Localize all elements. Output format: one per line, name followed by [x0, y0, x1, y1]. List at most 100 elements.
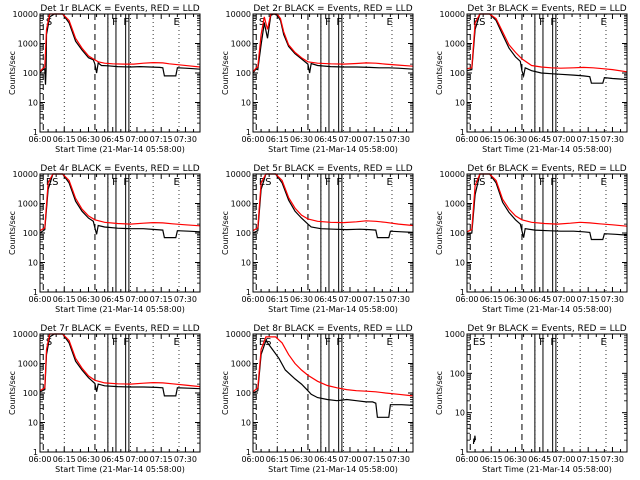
x-axis-label: Start Time (21-Mar-14 05:58:00) [268, 305, 398, 314]
x-tick-label: 07:30 [387, 295, 410, 304]
x-tick-label: 06:45 [528, 295, 551, 304]
x-tick-label: 06:15 [266, 135, 289, 144]
marker-label: F [123, 17, 129, 28]
x-tick-label: 07:00 [552, 295, 575, 304]
x-axis-label: Start Time (21-Mar-14 05:58:00) [482, 305, 612, 314]
y-axis-label: Counts/sec [435, 211, 444, 255]
y-tick-label: 1 [460, 448, 465, 457]
panel-title: Det 8r BLACK = Events, RED = LLD [253, 324, 412, 334]
y-tick-label: 10000 [226, 10, 251, 19]
y-tick-label: 1 [246, 288, 251, 297]
x-tick-label: 06:15 [480, 455, 503, 464]
x-axis-label: Start Time (21-Mar-14 05:58:00) [55, 145, 185, 154]
y-axis-label: Counts/sec [435, 371, 444, 415]
marker-label: F [550, 177, 556, 188]
x-tick-label: 07:15 [577, 135, 600, 144]
x-tick-label: 07:00 [552, 455, 575, 464]
marker-label: F [325, 177, 331, 188]
lld-rate-line [252, 336, 414, 397]
x-tick-label: 06:30 [504, 295, 527, 304]
events-rate-line [472, 435, 476, 445]
x-tick-label: 07:15 [150, 135, 173, 144]
y-tick-label: 100 [450, 369, 465, 378]
x-tick-label: 07:30 [174, 135, 197, 144]
x-tick-label: 07:00 [552, 135, 575, 144]
x-tick-label: 06:15 [53, 135, 76, 144]
marker-label: F [123, 177, 129, 188]
y-tick-label: 1 [33, 448, 38, 457]
plot-frame [39, 173, 201, 293]
marker-label: E [174, 177, 180, 188]
x-tick-label: 07:00 [125, 455, 148, 464]
x-tick-label: 06:00 [241, 295, 264, 304]
y-tick-label: 10 [28, 99, 38, 108]
marker-label: F [123, 337, 129, 348]
panel-det-5: Det 5r BLACK = Events, RED = LLD ES F F E 1 10… [221, 164, 414, 314]
marker-label: F [539, 337, 545, 348]
marker-label: E [387, 337, 393, 348]
plot-frame [39, 333, 201, 453]
y-tick-label: 1 [460, 288, 465, 297]
y-tick-label: 10000 [13, 10, 38, 19]
x-tick-label: 07:00 [338, 135, 361, 144]
panel-title: Det 5r BLACK = Events, RED = LLD [253, 164, 412, 174]
x-tick-label: 06:15 [53, 295, 76, 304]
x-tick-label: 07:15 [363, 135, 386, 144]
x-tick-label: 06:30 [504, 455, 527, 464]
y-axis-label: Counts/sec [435, 51, 444, 95]
y-tick-label: 10000 [440, 170, 465, 179]
y-tick-label: 10 [28, 259, 38, 268]
x-tick-label: 07:00 [125, 295, 148, 304]
y-tick-label: 1000 [445, 330, 465, 339]
x-tick-label: 06:45 [314, 135, 337, 144]
x-tick-label: 06:45 [101, 295, 124, 304]
x-tick-label: 07:30 [174, 295, 197, 304]
panel-title: Det 9r BLACK = Events, RED = LLD [467, 324, 626, 334]
plot-frame [252, 333, 414, 453]
y-tick-label: 10 [28, 419, 38, 428]
y-tick-label: 1000 [231, 200, 251, 209]
y-tick-label: 1000 [231, 360, 251, 369]
x-axis-label: Start Time (21-Mar-14 05:58:00) [55, 465, 185, 474]
x-tick-label: 06:00 [241, 455, 264, 464]
marker-label: F [112, 177, 118, 188]
panel-title: Det 7r BLACK = Events, RED = LLD [40, 324, 199, 334]
y-tick-label: 1000 [18, 40, 38, 49]
y-tick-label: 10000 [13, 170, 38, 179]
x-tick-label: 06:30 [504, 135, 527, 144]
y-tick-label: 100 [23, 229, 38, 238]
x-tick-label: 06:45 [314, 295, 337, 304]
events-rate-line [39, 13, 201, 85]
x-tick-label: 07:30 [601, 295, 624, 304]
marker-label: E [174, 337, 180, 348]
y-tick-label: 1000 [445, 40, 465, 49]
x-tick-label: 06:00 [455, 135, 478, 144]
panel-det-3: Det 3r BLACK = Events, RED = LLD ES F F E 1 10… [435, 4, 628, 154]
y-tick-label: 10 [241, 99, 251, 108]
x-tick-label: 06:00 [28, 295, 51, 304]
marker-label: F [539, 177, 545, 188]
panel-det-4: Det 4r BLACK = Events, RED = LLD ES F F E 1 10… [8, 164, 201, 314]
y-tick-label: 100 [450, 229, 465, 238]
marker-label: F [112, 337, 118, 348]
panel-title: Det 1r BLACK = Events, RED = LLD [40, 4, 199, 14]
x-tick-label: 06:30 [290, 295, 313, 304]
y-axis-label: Counts/sec [8, 371, 17, 415]
x-tick-label: 07:00 [338, 295, 361, 304]
y-tick-label: 10000 [226, 170, 251, 179]
marker-label: ES [259, 177, 272, 188]
plot-frame [252, 13, 414, 133]
marker-label: E [601, 337, 607, 348]
y-axis-label: Counts/sec [221, 211, 230, 255]
panel-det-2: Det 2r BLACK = Events, RED = LLD S F F E 1 10 1… [221, 4, 414, 154]
y-axis-label: Counts/sec [8, 51, 17, 95]
panel-title: Det 6r BLACK = Events, RED = LLD [467, 164, 626, 174]
y-tick-label: 1000 [18, 360, 38, 369]
x-axis-label: Start Time (21-Mar-14 05:58:00) [482, 145, 612, 154]
panel-title: Det 4r BLACK = Events, RED = LLD [40, 164, 199, 174]
x-axis-label: Start Time (21-Mar-14 05:58:00) [55, 305, 185, 314]
y-tick-label: 1000 [231, 40, 251, 49]
marker-label: E [174, 17, 180, 28]
